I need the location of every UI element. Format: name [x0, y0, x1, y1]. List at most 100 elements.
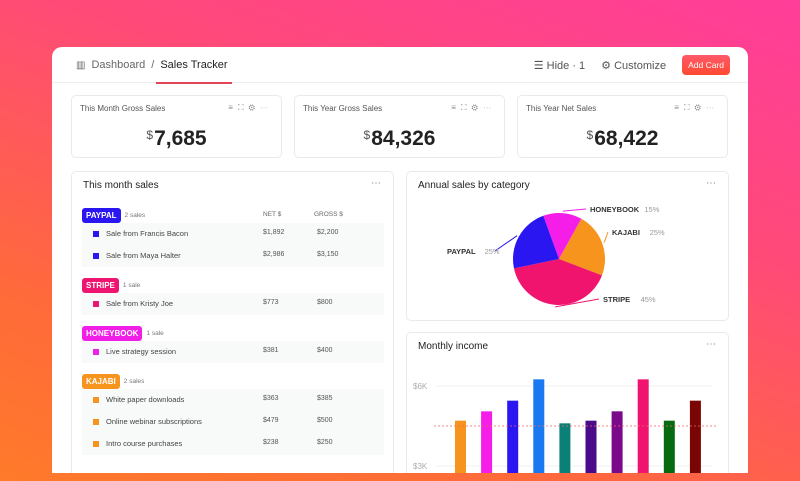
color-marker [93, 231, 99, 237]
gross-value: $500 [317, 417, 333, 424]
sale-name: White paper downloads [106, 395, 185, 404]
dashboard-window: ▥ Dashboard / Sales Tracker ☰ Hide · 1 ⚙… [52, 47, 748, 473]
stat-card-year-net: This Year Net Sales ≡⛶⚙⋯ $68,422 [517, 95, 728, 158]
gross-value: $3,150 [317, 251, 339, 258]
add-card-button[interactable]: Add Card [682, 55, 730, 75]
table-row[interactable]: Sale from Francis Bacon $1,892 $2,200 [82, 223, 384, 245]
gear-icon: ⚙ [601, 59, 612, 72]
customize-button[interactable]: ⚙ Customize [601, 59, 666, 72]
sliders-icon: ☰ [533, 59, 544, 72]
stat-label: This Month Gross Sales [80, 104, 166, 113]
group-tag[interactable]: STRIPE [82, 278, 119, 293]
card-actions-icons[interactable]: ≡⛶⚙⋯ [674, 103, 719, 112]
table-row[interactable]: Sale from Maya Halter $2,986 $3,150 [82, 245, 384, 267]
gross-value: $800 [317, 299, 333, 306]
sales-table: PAYPAL 2 sales NET $ GROSS $ Sale from Franc… [82, 208, 384, 466]
net-value: $238 [263, 439, 279, 446]
stat-value: $84,326 [363, 127, 436, 150]
y-tick-label: $6K [413, 382, 428, 391]
bar-card: Monthly income ⋯ $6K $3K [406, 332, 729, 473]
card-title: Annual sales by category [418, 180, 530, 191]
pie-slice-honeybook [543, 213, 582, 259]
sale-name: Live strategy session [106, 347, 177, 356]
stat-value: $68,422 [586, 127, 659, 150]
month-sales-card: This month sales ⋯ PAYPAL 2 sales NET $ GRO… [71, 171, 394, 473]
card-actions-icons[interactable]: ≡⛶⚙⋯ [451, 103, 496, 112]
table-row[interactable]: White paper downloads $363 $385 [82, 389, 384, 411]
table-row[interactable]: Online webinar subscriptions $479 $500 [82, 411, 384, 433]
stat-value: $7,685 [146, 127, 207, 150]
color-marker [93, 301, 99, 307]
breadcrumb-dashboard[interactable]: Dashboard [91, 59, 146, 71]
pie-leader-line [555, 298, 600, 308]
color-marker [93, 349, 99, 355]
bar-9 [663, 420, 675, 473]
gross-value: $250 [317, 439, 333, 446]
sale-name: Sale from Maya Halter [106, 251, 181, 260]
group-honeybook: HONEYBOOK 1 sale Live strategy session $381… [82, 326, 384, 363]
sale-name: Sale from Kristy Joe [106, 299, 174, 308]
pie-percent: 45% [641, 295, 656, 304]
table-row[interactable]: Sale from Kristy Joe $773 $800 [82, 293, 384, 315]
card-title: This month sales [83, 180, 159, 191]
group-count: 1 sale [122, 282, 141, 289]
sale-name: Intro course purchases [106, 439, 183, 448]
more-icon[interactable]: ⋯ [371, 178, 381, 189]
table-row[interactable]: Live strategy session $381 $400 [82, 341, 384, 363]
stat-card-year-gross: This Year Gross Sales ≡⛶⚙⋯ $84,326 [294, 95, 505, 158]
color-marker [93, 253, 99, 259]
pie-leader-line [603, 231, 609, 243]
gross-value: $385 [317, 395, 333, 402]
breadcrumb-separator: / [151, 59, 155, 71]
gross-value: $400 [317, 347, 333, 354]
table-row[interactable]: Intro course purchases $238 $250 [82, 433, 384, 455]
bar-chart: $6K $3K [413, 379, 717, 473]
y-tick-label: $3K [413, 462, 428, 471]
pie-slice-paypal [513, 215, 559, 269]
group-tag[interactable]: HONEYBOOK [82, 326, 143, 341]
net-value: $381 [263, 347, 279, 354]
net-value: $363 [263, 395, 279, 402]
hide-button[interactable]: ☰ Hide · 1 [534, 59, 585, 72]
stat-card-month-gross: This Month Gross Sales ≡⛶⚙⋯ $7,685 [71, 95, 282, 158]
bar-7 [611, 411, 623, 473]
pie-leader-line [562, 208, 587, 212]
more-icon[interactable]: ⋯ [706, 178, 716, 189]
bar-2 [481, 411, 493, 473]
card-title: Monthly income [418, 341, 489, 352]
group-tag[interactable]: KAJABI [82, 374, 120, 389]
bar-10 [689, 400, 701, 473]
gross-value: $2,200 [317, 229, 339, 236]
breadcrumb: ▥ Dashboard / Sales Tracker [76, 59, 232, 84]
sale-name: Sale from Francis Bacon [106, 229, 189, 238]
bar-1 [455, 420, 466, 473]
pie-slice-kajabi [559, 218, 605, 276]
tab-sales-tracker[interactable]: Sales Tracker [156, 59, 232, 84]
group-kajabi: KAJABI 2 sales White paper downloads $363 $3… [82, 374, 384, 455]
net-value: $479 [263, 417, 279, 424]
dashboard-icon: ▥ [76, 59, 86, 71]
group-count: 1 sale [146, 330, 164, 337]
bar-5 [559, 423, 571, 473]
card-actions-icons[interactable]: ≡⛶⚙⋯ [228, 103, 273, 112]
group-count: 2 sales [124, 212, 146, 219]
bar-3 [507, 400, 519, 473]
pie-label: KAJABI [612, 228, 640, 237]
pie-percent: 15% [644, 205, 659, 214]
color-marker [93, 419, 99, 425]
net-value: $2,986 [263, 251, 285, 258]
more-icon[interactable]: ⋯ [706, 339, 716, 350]
hide-label: Hide · 1 [546, 59, 586, 72]
pie-card: Annual sales by category ⋯ HONEYBOOK 15% K… [406, 171, 729, 321]
bar-6 [585, 420, 597, 473]
stat-label: This Year Net Sales [526, 104, 597, 113]
pie-label: PAYPAL [447, 247, 476, 256]
stat-label: This Year Gross Sales [303, 104, 383, 113]
group-stripe: STRIPE 1 sale Sale from Kristy Joe $773 $800 [82, 278, 384, 315]
group-tag[interactable]: PAYPAL [82, 208, 121, 223]
pie-label: STRIPE [603, 295, 630, 304]
pie-label: HONEYBOOK [590, 205, 640, 214]
pie-slice-stripe [513, 259, 602, 305]
group-count: 2 sales [123, 378, 145, 385]
col-net: NET $ [263, 211, 282, 218]
